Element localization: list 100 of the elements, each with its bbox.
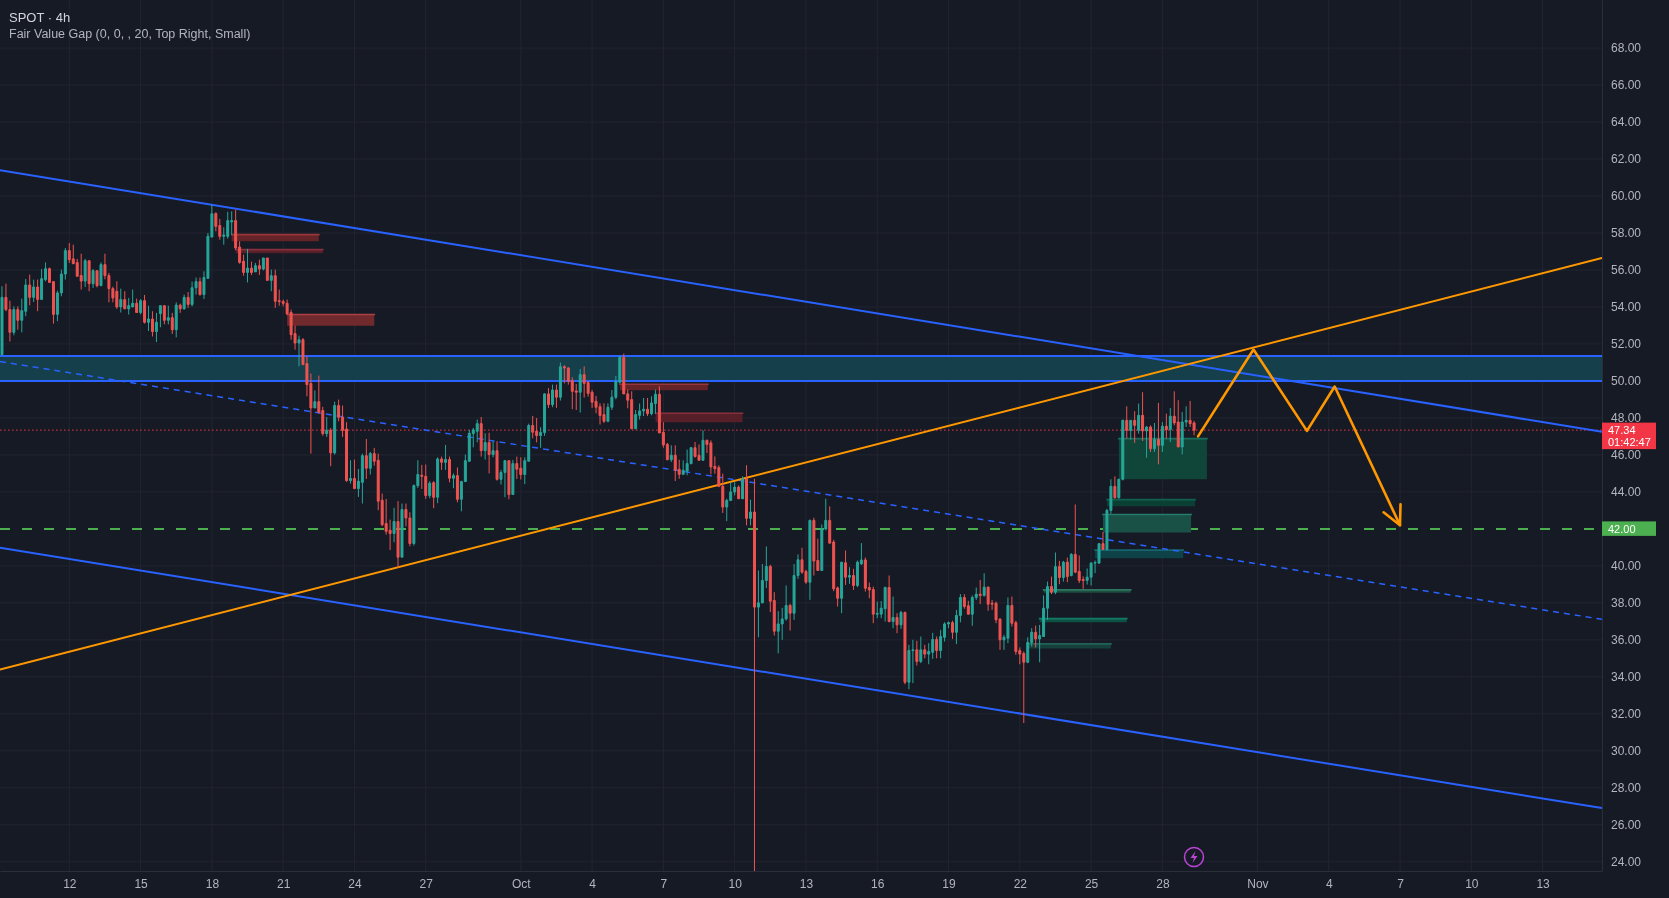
candlestick — [693, 441, 697, 459]
x-tick-label: 24 — [348, 876, 362, 891]
candlestick — [503, 459, 507, 498]
candlestick — [653, 389, 657, 415]
candlestick — [895, 612, 899, 634]
candlestick — [951, 620, 954, 640]
candlestick — [444, 444, 448, 471]
candlestick — [174, 301, 178, 338]
candlestick — [143, 294, 147, 325]
candlestick — [186, 291, 190, 309]
candlestick — [1152, 422, 1156, 453]
x-tick-label: 13 — [1536, 876, 1551, 891]
candlestick — [887, 574, 891, 623]
candlestick — [1129, 419, 1133, 441]
candlestick — [1156, 402, 1160, 465]
candlestick — [1145, 425, 1149, 459]
x-tick-label: 10 — [1465, 876, 1479, 891]
candlestick — [491, 440, 495, 458]
candlestick — [1034, 625, 1038, 648]
candlestick — [32, 279, 36, 303]
candlestick — [903, 611, 907, 685]
candlestick — [432, 480, 436, 509]
candlestick — [158, 305, 162, 328]
candlestick — [1022, 650, 1026, 724]
candlestick — [428, 480, 432, 499]
y-tick-label: 66.00 — [1611, 78, 1642, 93]
y-tick-label: 44.00 — [1611, 485, 1642, 500]
candlestick — [178, 303, 182, 314]
candlestick — [360, 453, 364, 505]
candlestick — [547, 387, 551, 409]
candlestick — [12, 305, 16, 336]
candlestick — [396, 500, 400, 569]
candlestick — [162, 305, 166, 325]
candlestick — [685, 449, 689, 476]
x-tick-label: 10 — [728, 876, 743, 891]
candlestick — [1053, 552, 1057, 595]
x-tick-label: Nov — [1247, 876, 1269, 891]
candlestick — [479, 416, 483, 458]
candlestick — [919, 636, 923, 664]
candlestick — [150, 310, 154, 338]
y-tick-label: 68.00 — [1611, 41, 1642, 56]
candlestick — [1168, 407, 1172, 443]
candlestick — [349, 459, 352, 485]
y-tick-label: 60.00 — [1611, 189, 1642, 204]
candlestick — [495, 440, 499, 482]
candlestick — [79, 253, 83, 291]
candlestick — [487, 432, 491, 474]
candlestick — [630, 390, 634, 430]
candlestick — [1141, 391, 1145, 442]
x-tick-label: 12 — [63, 876, 77, 891]
candlestick — [851, 568, 855, 591]
candlestick — [1164, 413, 1168, 440]
candlestick — [329, 427, 333, 467]
candlestick — [673, 444, 677, 482]
x-tick-label: 4 — [589, 876, 597, 891]
y-tick-label: 50.00 — [1611, 374, 1642, 389]
x-tick-label: 7 — [1397, 876, 1405, 891]
x-tick-label: 4 — [1325, 876, 1333, 891]
candlestick — [808, 519, 812, 601]
candlestick — [519, 456, 523, 481]
y-tick-label: 62.00 — [1611, 152, 1642, 167]
y-tick-label: 64.00 — [1611, 115, 1642, 130]
candlestick — [273, 269, 277, 309]
candlestick — [812, 517, 816, 576]
candlestick — [507, 460, 511, 500]
candlestick — [230, 210, 234, 236]
candlestick — [325, 416, 329, 438]
candlestick — [875, 601, 879, 619]
candlestick — [749, 499, 752, 526]
candlestick — [475, 419, 479, 443]
candlestick — [515, 456, 519, 480]
candlestick — [701, 429, 705, 461]
candlestick — [1101, 531, 1105, 550]
candlestick — [1113, 475, 1117, 500]
candlestick — [871, 586, 875, 624]
candlestick — [154, 312, 158, 343]
candlestick — [261, 257, 265, 271]
x-tick-label: 16 — [871, 876, 885, 891]
candlestick — [1149, 424, 1152, 453]
x-tick-label: 15 — [134, 876, 149, 891]
candlestick — [440, 456, 444, 471]
candlestick — [451, 472, 455, 489]
candlestick — [368, 451, 372, 476]
candlestick — [602, 402, 606, 424]
candlestick — [190, 281, 194, 307]
candlestick — [1050, 576, 1053, 595]
candlestick — [1061, 560, 1065, 583]
candlestick — [844, 550, 848, 586]
candlestick — [531, 415, 535, 439]
candlestick — [147, 305, 151, 332]
candlestick — [752, 478, 756, 871]
candlestick — [123, 290, 127, 310]
candlestick — [669, 444, 673, 463]
candlestick — [554, 384, 558, 409]
candlestick — [642, 397, 646, 417]
y-tick-label: 36.00 — [1611, 633, 1642, 648]
candlestick — [265, 257, 269, 281]
y-tick-label: 40.00 — [1611, 559, 1642, 574]
candlestick — [246, 248, 250, 283]
candlestick — [582, 365, 586, 399]
